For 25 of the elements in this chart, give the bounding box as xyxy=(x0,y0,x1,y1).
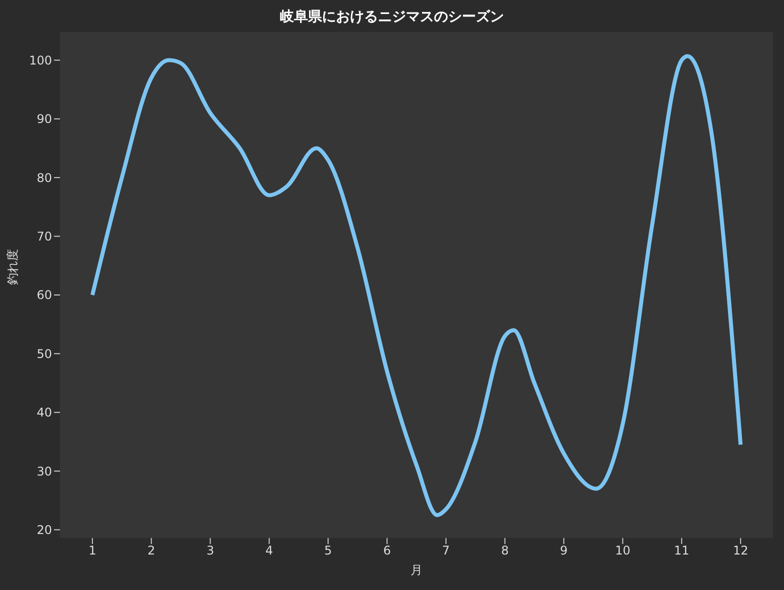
x-axis-title: 月 xyxy=(410,563,422,577)
y-tick-label: 100 xyxy=(29,53,52,68)
x-tick-label: 7 xyxy=(442,544,450,558)
y-tick-label: 40 xyxy=(36,406,52,420)
y-tick-label: 90 xyxy=(36,112,52,126)
line-series xyxy=(90,54,743,518)
y-tick-label: 70 xyxy=(36,230,52,244)
x-tick-label: 1 xyxy=(88,544,96,558)
x-tick-label: 8 xyxy=(501,544,509,558)
y-tick-label: 80 xyxy=(36,170,52,185)
x-tick-label: 6 xyxy=(383,544,391,558)
x-tick-label: 2 xyxy=(148,544,156,558)
x-tick-label: 4 xyxy=(265,544,274,558)
y-tick-label: 20 xyxy=(36,523,52,538)
x-tick-label: 11 xyxy=(674,544,690,558)
x-tick-label: 5 xyxy=(324,544,332,558)
x-tick-label: 10 xyxy=(615,544,630,558)
chart-title: 岐阜県におけるニジマスのシーズン xyxy=(279,8,505,26)
y-axis-title: 釣れ度 xyxy=(5,249,20,285)
x-tick-label: 3 xyxy=(206,544,214,558)
y-tick-label: 50 xyxy=(36,346,52,361)
y-tick-label: 30 xyxy=(36,464,52,478)
x-tick-label: 12 xyxy=(732,544,748,558)
x-tick-label: 9 xyxy=(560,544,568,558)
y-tick-label: 60 xyxy=(36,288,52,302)
